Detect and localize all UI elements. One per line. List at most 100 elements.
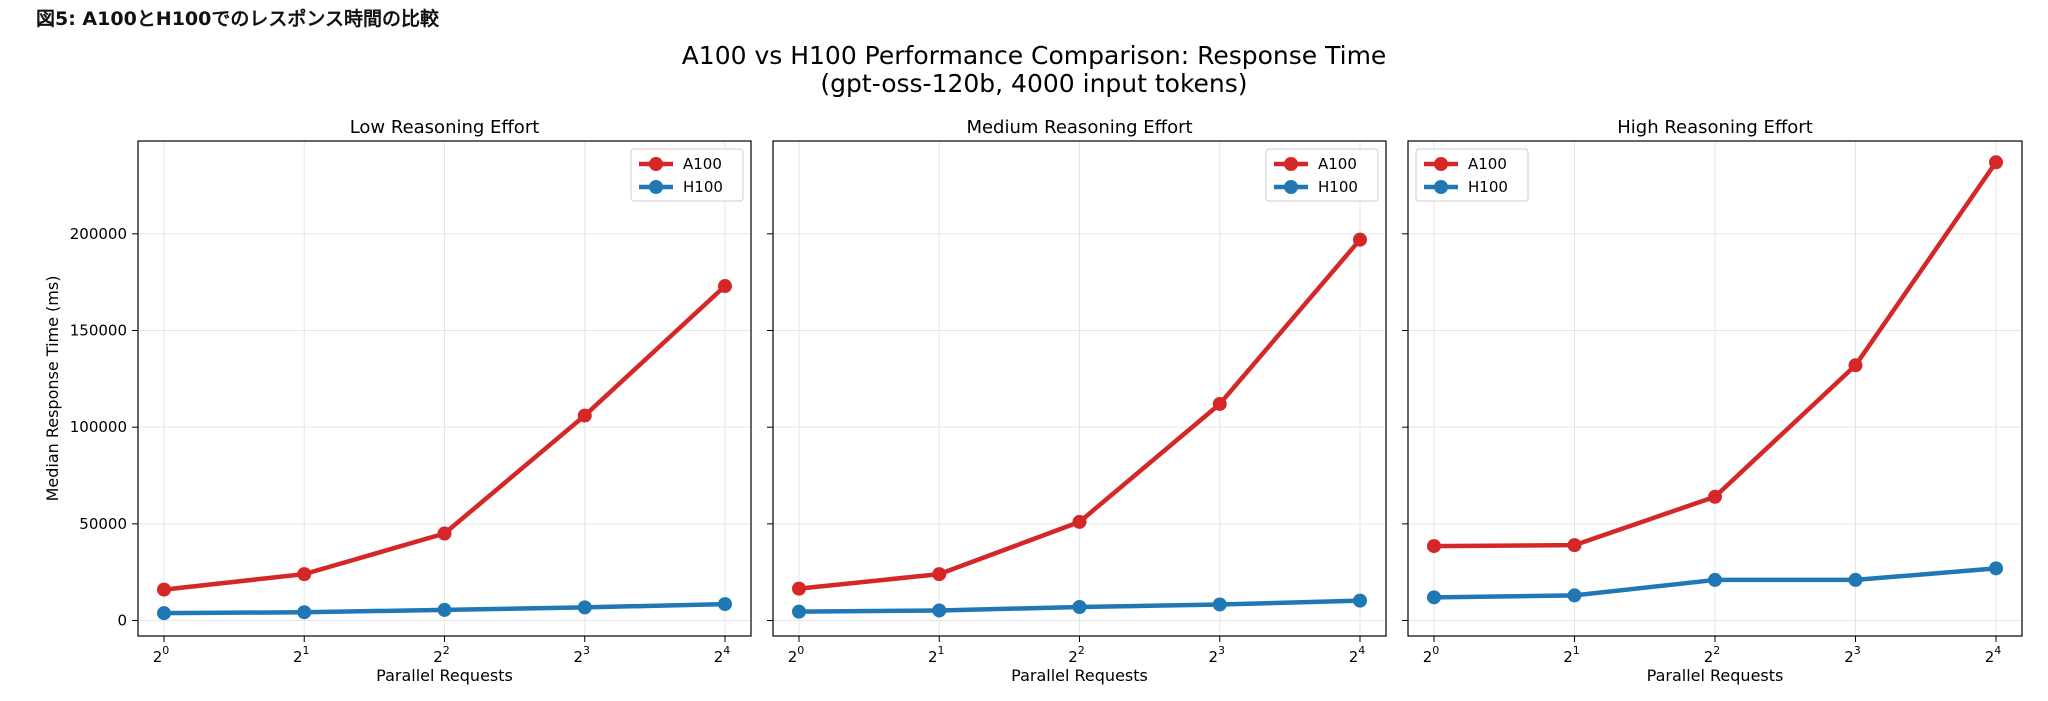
panel-3-a100-point-2 <box>1708 489 1722 504</box>
panel-2-x-tick-label-3: 23 <box>1208 644 1225 666</box>
panel-2-x-tick-label-0: 20 <box>788 644 805 666</box>
panel-1-x-tick-label-4: 24 <box>714 644 731 666</box>
panel-3-legend-h100-marker <box>1434 180 1448 194</box>
panel-1-x-axis-label: Parallel Requests <box>376 666 513 685</box>
panel-2-x-tick-base-3: 2 <box>1208 648 1218 666</box>
panel-3-legend-a100-marker <box>1434 157 1448 171</box>
panel-2-x-tick-base-4: 2 <box>1349 648 1359 666</box>
panel-1-x-tick-exp-1: 1 <box>303 644 310 657</box>
panel-1-x-tick-label-0: 20 <box>153 644 170 666</box>
panel-1-y-tick-label-3: 150000 <box>70 321 127 339</box>
panel-2-a100-point-1 <box>932 567 947 582</box>
panel-3-x-tick-exp-3: 3 <box>1854 644 1861 657</box>
panel-1-x-tick-label-2: 22 <box>433 644 450 666</box>
panel-3-x-tick-label-1: 21 <box>1563 644 1580 666</box>
panel-3-x-axis-label: Parallel Requests <box>1647 666 1784 685</box>
panel-1-title: Low Reasoning Effort <box>350 117 540 138</box>
panel-1-h100-point-3 <box>577 600 592 615</box>
panel-1-y-tick-label-0: 0 <box>117 612 127 630</box>
panel-1-x-tick-base-3: 2 <box>573 648 583 666</box>
panel-3-a100-point-4 <box>1989 155 2003 170</box>
panel-2-h100-point-2 <box>1072 599 1087 614</box>
panel-1-a100-point-0 <box>157 582 171 597</box>
panel-1-x-tick-exp-4: 4 <box>723 644 730 657</box>
panel-3-title: High Reasoning Effort <box>1617 117 1813 138</box>
panel-1-x-tick-label-1: 21 <box>293 644 310 666</box>
panel-2-x-axis-label: Parallel Requests <box>1011 666 1148 685</box>
panel-1-h100-point-4 <box>718 597 732 612</box>
panel-2-a100-point-2 <box>1072 514 1087 529</box>
panel-1-x-tick-exp-3: 3 <box>583 644 590 657</box>
panel-3-x-tick-exp-2: 2 <box>1713 644 1720 657</box>
panel-1-x-tick-base-2: 2 <box>433 648 443 666</box>
panel-1-y-tick-label-4: 200000 <box>70 225 127 243</box>
panel-3-x-tick-exp-4: 4 <box>1994 644 2001 657</box>
panel-2-x-tick-exp-3: 3 <box>1218 644 1225 657</box>
panel-3-x-tick-base-4: 2 <box>1985 648 1995 666</box>
panel-2-x-tick-exp-0: 0 <box>797 644 804 657</box>
panel-2-h100-point-3 <box>1212 597 1227 612</box>
panel-1-x-tick-exp-0: 0 <box>162 644 169 657</box>
panel-1-h100-point-2 <box>437 602 452 617</box>
panel-3-legend-a100-label: A100 <box>1468 155 1507 173</box>
panel-3-h100-point-2 <box>1708 572 1722 587</box>
panel-2-x-tick-base-2: 2 <box>1068 648 1078 666</box>
panel-1-x-tick-label-3: 23 <box>573 644 590 666</box>
panel-2-h100-point-0 <box>792 604 806 619</box>
panel-2-title: Medium Reasoning Effort <box>966 117 1192 138</box>
panel-1-legend-h100-label: H100 <box>683 178 723 196</box>
chart-title-line1: A100 vs H100 Performance Comparison: Res… <box>682 41 1387 70</box>
panel-1-y-tick-label-2: 100000 <box>70 418 127 436</box>
panel-3-x-tick-label-2: 22 <box>1704 644 1721 666</box>
panel-2-x-tick-label-4: 24 <box>1349 644 1366 666</box>
panel-2-h100-point-1 <box>932 603 947 618</box>
panel-1-legend-a100-label: A100 <box>683 155 722 173</box>
panel-3-x-tick-label-4: 24 <box>1985 644 2002 666</box>
panel-3-a100-point-0 <box>1427 539 1441 554</box>
panel-2-x-tick-exp-4: 4 <box>1358 644 1365 657</box>
panel-3-x-tick-base-2: 2 <box>1704 648 1714 666</box>
panel-3-x-tick-label-3: 23 <box>1844 644 1861 666</box>
panel-1-a100-point-1 <box>297 567 312 582</box>
panel-2-legend-a100-label: A100 <box>1318 155 1357 173</box>
panel-1-y-axis-label: Median Response Time (ms) <box>43 276 62 502</box>
panel-3-legend-h100-label: H100 <box>1468 178 1508 196</box>
panel-2-x-tick-label-2: 22 <box>1068 644 1085 666</box>
panel-1-a100-point-4 <box>718 279 732 294</box>
panel-1-legend-a100-marker <box>649 157 663 171</box>
panel-3-x-tick-exp-0: 0 <box>1432 644 1439 657</box>
panel-1-x-tick-base-0: 2 <box>153 648 163 666</box>
panel-2-x-tick-base-0: 2 <box>788 648 798 666</box>
panel-1-a100-point-3 <box>577 408 592 423</box>
panel-1-legend-h100-marker <box>649 180 663 194</box>
panel-2-x-tick-exp-1: 1 <box>938 644 945 657</box>
panel-1-x-tick-exp-2: 2 <box>443 644 450 657</box>
panel-2-a100-point-4 <box>1353 232 1367 247</box>
panel-2-x-tick-exp-2: 2 <box>1078 644 1085 657</box>
panel-2-a100-point-3 <box>1212 396 1227 411</box>
panel-2-legend-a100-marker <box>1284 157 1298 171</box>
panel-1-a100-point-2 <box>437 526 452 541</box>
panel-1-h100-point-0 <box>157 606 171 621</box>
panel-3-a100-point-3 <box>1848 358 1863 373</box>
panel-3-h100-point-1 <box>1567 588 1582 603</box>
panel-3-x-tick-base-0: 2 <box>1423 648 1433 666</box>
panel-2-a100-point-0 <box>792 581 806 596</box>
panel-3-a100-point-1 <box>1567 538 1582 553</box>
panel-3-h100-point-3 <box>1848 572 1863 587</box>
panel-2-legend-h100-label: H100 <box>1318 178 1358 196</box>
panel-3-x-tick-base-1: 2 <box>1563 648 1573 666</box>
panel-1-y-tick-label-1: 50000 <box>79 515 127 533</box>
panel-3-x-tick-exp-1: 1 <box>1573 644 1580 657</box>
panel-3-h100-point-4 <box>1989 561 2003 576</box>
panel-3-x-tick-label-0: 20 <box>1423 644 1440 666</box>
panel-2-x-tick-base-1: 2 <box>928 648 938 666</box>
panel-3-h100-point-0 <box>1427 590 1441 605</box>
panel-2-legend-h100-marker <box>1284 180 1298 194</box>
panel-1-h100-point-1 <box>297 605 312 620</box>
